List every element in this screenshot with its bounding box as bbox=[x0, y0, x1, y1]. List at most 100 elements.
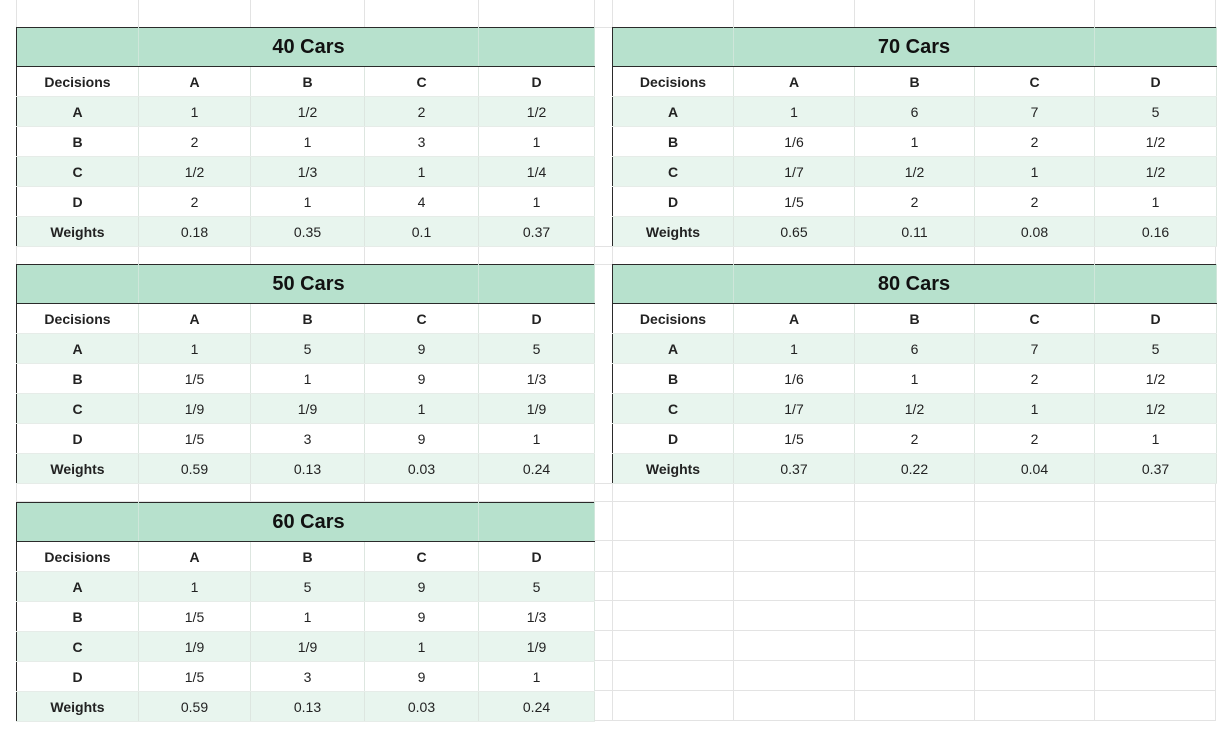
header-cell[interactable]: A bbox=[138, 541, 251, 572]
value-cell[interactable]: 1/5 bbox=[138, 601, 251, 632]
header-cell[interactable]: B bbox=[250, 541, 365, 572]
value-cell[interactable]: 1/3 bbox=[478, 363, 596, 394]
value-cell[interactable]: 1 bbox=[1094, 423, 1218, 454]
value-cell[interactable]: 1/4 bbox=[478, 156, 596, 187]
value-cell[interactable]: 1 bbox=[974, 156, 1096, 187]
table-title-spacer-cell[interactable] bbox=[16, 502, 139, 542]
weight-cell[interactable]: 0.22 bbox=[854, 453, 975, 484]
row-label-cell[interactable]: A bbox=[16, 96, 139, 127]
header-cell[interactable]: D bbox=[478, 66, 596, 97]
header-cell[interactable]: A bbox=[733, 66, 855, 97]
value-cell[interactable]: 1 bbox=[138, 96, 251, 127]
value-cell[interactable]: 5 bbox=[478, 333, 596, 364]
value-cell[interactable]: 1 bbox=[733, 96, 855, 127]
row-label-cell[interactable]: B bbox=[612, 363, 734, 394]
value-cell[interactable]: 1/9 bbox=[478, 393, 596, 424]
weights-label-cell[interactable]: Weights bbox=[16, 453, 139, 484]
row-label-cell[interactable]: D bbox=[612, 423, 734, 454]
row-label-cell[interactable]: D bbox=[612, 186, 734, 217]
value-cell[interactable]: 1/9 bbox=[478, 631, 596, 662]
header-cell[interactable]: A bbox=[733, 303, 855, 334]
row-label-cell[interactable]: C bbox=[16, 393, 139, 424]
table-title-spacer-cell[interactable] bbox=[612, 264, 734, 304]
value-cell[interactable]: 2 bbox=[138, 186, 251, 217]
row-label-cell[interactable]: A bbox=[612, 96, 734, 127]
weight-cell[interactable]: 0.13 bbox=[250, 453, 365, 484]
value-cell[interactable]: 1/5 bbox=[138, 423, 251, 454]
value-cell[interactable]: 3 bbox=[364, 126, 480, 157]
header-cell[interactable]: Decisions bbox=[16, 66, 139, 97]
value-cell[interactable]: 1/5 bbox=[733, 423, 855, 454]
weights-label-cell[interactable]: Weights bbox=[16, 216, 139, 247]
table-title[interactable]: 60 Cars bbox=[138, 502, 480, 542]
row-label-cell[interactable]: B bbox=[612, 126, 734, 157]
weight-cell[interactable]: 0.59 bbox=[138, 691, 251, 722]
row-label-cell[interactable]: C bbox=[16, 156, 139, 187]
value-cell[interactable]: 1/6 bbox=[733, 363, 855, 394]
row-label-cell[interactable]: A bbox=[16, 571, 139, 602]
value-cell[interactable]: 1 bbox=[478, 126, 596, 157]
value-cell[interactable]: 5 bbox=[478, 571, 596, 602]
value-cell[interactable]: 9 bbox=[364, 601, 480, 632]
value-cell[interactable]: 7 bbox=[974, 96, 1096, 127]
value-cell[interactable]: 1/7 bbox=[733, 393, 855, 424]
value-cell[interactable]: 1 bbox=[364, 156, 480, 187]
header-cell[interactable]: Decisions bbox=[16, 541, 139, 572]
row-label-cell[interactable]: A bbox=[612, 333, 734, 364]
weight-cell[interactable]: 0.16 bbox=[1094, 216, 1218, 247]
value-cell[interactable]: 1 bbox=[478, 423, 596, 454]
weight-cell[interactable]: 0.03 bbox=[364, 691, 480, 722]
value-cell[interactable]: 1 bbox=[138, 333, 251, 364]
value-cell[interactable]: 1/6 bbox=[733, 126, 855, 157]
value-cell[interactable]: 2 bbox=[974, 126, 1096, 157]
header-cell[interactable]: Decisions bbox=[612, 66, 734, 97]
value-cell[interactable]: 1/9 bbox=[138, 393, 251, 424]
header-cell[interactable]: C bbox=[364, 303, 480, 334]
weight-cell[interactable]: 0.1 bbox=[364, 216, 480, 247]
weight-cell[interactable]: 0.65 bbox=[733, 216, 855, 247]
row-label-cell[interactable]: B bbox=[16, 363, 139, 394]
header-cell[interactable]: A bbox=[138, 66, 251, 97]
value-cell[interactable]: 6 bbox=[854, 333, 975, 364]
value-cell[interactable]: 1/5 bbox=[138, 363, 251, 394]
value-cell[interactable]: 1 bbox=[854, 126, 975, 157]
header-cell[interactable]: D bbox=[1094, 66, 1218, 97]
weights-label-cell[interactable]: Weights bbox=[612, 216, 734, 247]
table-title-spacer-cell[interactable] bbox=[612, 27, 734, 67]
value-cell[interactable]: 2 bbox=[854, 423, 975, 454]
weight-cell[interactable]: 0.03 bbox=[364, 453, 480, 484]
value-cell[interactable]: 1/9 bbox=[250, 393, 365, 424]
table-title-spacer-cell[interactable] bbox=[478, 502, 596, 542]
header-cell[interactable]: C bbox=[974, 303, 1096, 334]
header-cell[interactable]: Decisions bbox=[16, 303, 139, 334]
value-cell[interactable]: 1 bbox=[1094, 186, 1218, 217]
weights-label-cell[interactable]: Weights bbox=[16, 691, 139, 722]
value-cell[interactable]: 9 bbox=[364, 423, 480, 454]
header-cell[interactable]: D bbox=[478, 541, 596, 572]
row-label-cell[interactable]: D bbox=[16, 423, 139, 454]
value-cell[interactable]: 1 bbox=[364, 631, 480, 662]
value-cell[interactable]: 1/2 bbox=[138, 156, 251, 187]
value-cell[interactable]: 1 bbox=[478, 186, 596, 217]
value-cell[interactable]: 7 bbox=[974, 333, 1096, 364]
header-cell[interactable]: D bbox=[478, 303, 596, 334]
value-cell[interactable]: 5 bbox=[1094, 96, 1218, 127]
value-cell[interactable]: 9 bbox=[364, 571, 480, 602]
weight-cell[interactable]: 0.37 bbox=[733, 453, 855, 484]
row-label-cell[interactable]: B bbox=[16, 126, 139, 157]
value-cell[interactable]: 1 bbox=[250, 363, 365, 394]
row-label-cell[interactable]: C bbox=[612, 156, 734, 187]
weight-cell[interactable]: 0.35 bbox=[250, 216, 365, 247]
value-cell[interactable]: 1/7 bbox=[733, 156, 855, 187]
value-cell[interactable]: 2 bbox=[974, 186, 1096, 217]
header-cell[interactable]: A bbox=[138, 303, 251, 334]
value-cell[interactable]: 1/3 bbox=[478, 601, 596, 632]
value-cell[interactable]: 1/2 bbox=[854, 156, 975, 187]
table-title-spacer-cell[interactable] bbox=[478, 27, 596, 67]
row-label-cell[interactable]: D bbox=[16, 186, 139, 217]
value-cell[interactable]: 1/9 bbox=[138, 631, 251, 662]
header-cell[interactable]: Decisions bbox=[612, 303, 734, 334]
header-cell[interactable]: C bbox=[974, 66, 1096, 97]
value-cell[interactable]: 1/2 bbox=[478, 96, 596, 127]
value-cell[interactable]: 1 bbox=[478, 661, 596, 692]
